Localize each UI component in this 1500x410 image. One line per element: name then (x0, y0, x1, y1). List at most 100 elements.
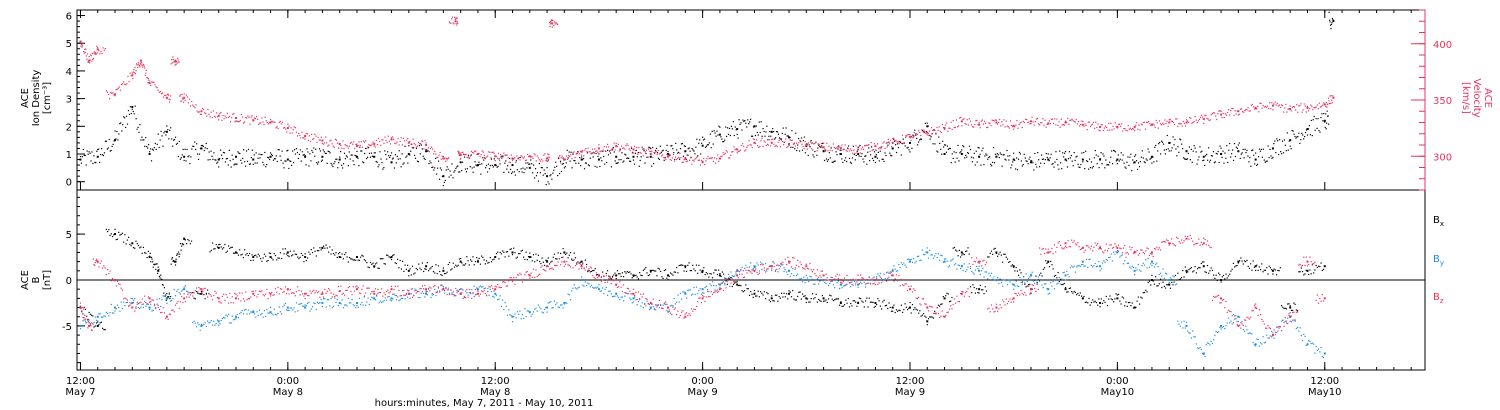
series-velocity-point (667, 155, 670, 158)
series-velocity-point (96, 48, 99, 51)
series-ion-density-sample (617, 162, 619, 164)
series-by-sample (945, 258, 947, 260)
series-velocity-sample (778, 139, 780, 141)
series-by-sample (877, 273, 879, 275)
series-by-sample (120, 301, 122, 303)
series-ion-density-sample (532, 172, 534, 174)
series-ion-density-sample (628, 157, 630, 160)
series-bx-sample (752, 296, 754, 298)
series-by-sample (568, 294, 570, 296)
series-velocity-point (355, 145, 358, 148)
series-ion-density-sample (567, 157, 569, 159)
series-bx-sample (352, 259, 354, 261)
series-by-sample (751, 269, 753, 271)
series-velocity-sample (183, 101, 185, 103)
series-velocity-sample (110, 92, 112, 94)
series-velocity-sample (97, 47, 99, 49)
series-ion-density-point (1237, 150, 1240, 153)
series-ion-density-sample (1141, 150, 1143, 152)
series-ion-density-sample (453, 171, 455, 173)
series-by-sample (158, 298, 161, 300)
series-bx-sample (739, 284, 741, 286)
series-by-sample (583, 285, 585, 287)
series-velocity-sample (450, 22, 452, 24)
series-bx-sample (1069, 287, 1072, 289)
series-by-sample (376, 295, 378, 297)
series-ion-density-sample (599, 165, 601, 168)
series-bx-sample (897, 310, 899, 312)
series-velocity-sample (906, 135, 908, 137)
series-ion-density-sample (1205, 155, 1207, 157)
series-ion-density-sample (385, 153, 387, 156)
series-bx-sample (735, 281, 737, 283)
series-ion-density-sample (956, 157, 958, 159)
series-velocity-sample (656, 153, 658, 156)
series-bx-sample (609, 277, 611, 279)
series-velocity-sample (699, 164, 702, 166)
series-ion-density-sample (1125, 167, 1127, 169)
series-by-sample (215, 322, 217, 325)
series-ion-density-sample (644, 162, 646, 164)
series-velocity-sample (1289, 105, 1291, 107)
series-by-sample (482, 286, 484, 288)
series-velocity-sample (146, 77, 149, 79)
series-bx-sample (1058, 280, 1060, 283)
series-velocity-sample (395, 143, 397, 145)
series-ion-density-sample (407, 162, 409, 164)
series-bx-sample (93, 326, 95, 328)
series-ion-density-sample (773, 131, 775, 133)
series-ion-density-sample (226, 157, 228, 160)
series-bx-sample (783, 292, 785, 294)
series-velocity-sample (1115, 125, 1117, 128)
series-ion-density-sample (1072, 165, 1074, 167)
series-by-sample (435, 294, 437, 297)
series-velocity-sample (458, 153, 460, 155)
series-velocity-sample (466, 157, 468, 159)
series-bx-sample (520, 250, 522, 252)
series-ion-density-sample (632, 159, 635, 161)
series-ion-density-sample (367, 147, 370, 149)
series-velocity-sample (362, 140, 365, 142)
series-velocity-sample (987, 126, 989, 128)
series-velocity-sample (152, 81, 154, 83)
series-ion-density-sample (274, 158, 276, 160)
series-velocity-point (511, 157, 514, 160)
series-velocity-sample (1258, 111, 1260, 113)
series-velocity-sample (298, 132, 300, 135)
series-velocity-sample (1206, 117, 1208, 119)
series-bx-sample (777, 300, 779, 302)
series-bx-sample (939, 305, 941, 307)
series-ion-density-sample (622, 161, 624, 163)
series-ion-density-sample (994, 153, 997, 155)
series-ion-density-sample (457, 165, 459, 167)
series-ion-density-sample (557, 174, 559, 177)
series-bx-sample (274, 254, 277, 257)
series-velocity-sample (1215, 115, 1217, 117)
series-velocity-sample (839, 149, 841, 151)
series-bx-sample (813, 298, 815, 300)
series-ion-density-sample (220, 154, 223, 156)
series-ion-density-sample (1164, 153, 1166, 155)
series-velocity-sample (134, 66, 136, 69)
series-ion-density-sample (374, 152, 376, 154)
series-ion-density-sample (368, 152, 371, 154)
series-velocity-sample (410, 143, 412, 145)
series-bx-sample (940, 303, 942, 306)
series-velocity-sample (404, 145, 407, 148)
series-ion-density-sample (265, 166, 267, 168)
series-ion-density-sample (1297, 135, 1299, 138)
series-bx-sample (162, 284, 164, 286)
series-ion-density-sample (1193, 145, 1195, 147)
series-by-sample (1011, 283, 1014, 285)
series-by-sample (693, 286, 695, 289)
series-ion-density-sample (282, 162, 284, 164)
series-ion-density-sample (154, 142, 156, 145)
series-ion-density-sample (1079, 166, 1081, 169)
series-velocity-sample (762, 145, 764, 148)
series-bx-point (770, 297, 773, 300)
series-bx-sample (1100, 298, 1102, 300)
series-ion-density-point (1332, 20, 1335, 23)
series-velocity-sample (260, 122, 262, 124)
series-ion-density-sample (1186, 158, 1189, 160)
series-bx-sample (473, 264, 475, 266)
